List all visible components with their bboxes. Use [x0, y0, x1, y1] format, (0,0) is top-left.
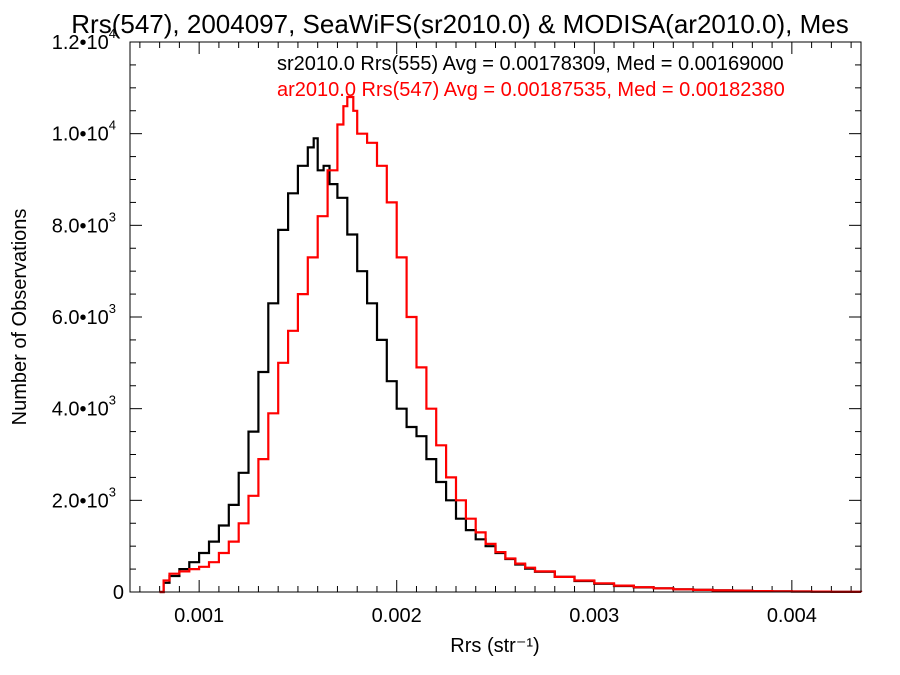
legend-entry-1: sr2010.0 Rrs(555) Avg = 0.00178309, Med …	[277, 53, 784, 75]
y-tick-mantissa: 4.0•10	[52, 399, 109, 421]
y-tick-exponent: 3	[109, 209, 116, 224]
x-tick-label: 0.004	[767, 605, 817, 627]
y-tick-mantissa: 1.2•10	[52, 32, 109, 54]
y-tick-labels: 02.0•1034.0•1036.0•1038.0•1031.0•1041.2•…	[52, 26, 124, 604]
y-tick-exponent: 4	[109, 26, 116, 41]
y-tick-exponent: 4	[109, 118, 116, 133]
y-axis-label: Number of Observations	[9, 209, 31, 426]
y-tick-label: 2.0•103	[52, 484, 116, 512]
y-tick-mantissa: 6.0•10	[52, 307, 109, 329]
y-tick-label: 0	[113, 582, 124, 604]
x-tick-label: 0.003	[569, 605, 619, 627]
x-tick-label: 0.002	[372, 605, 422, 627]
series-line-1	[159, 137, 863, 594]
y-tick-mantissa: 2.0•10	[52, 490, 109, 512]
y-tick-label: 1.0•104	[52, 118, 116, 146]
y-tick-label: 8.0•103	[52, 209, 116, 237]
y-tick-label: 6.0•103	[52, 301, 116, 329]
y-tick-exponent: 3	[109, 484, 116, 499]
x-axis-label: Rrs (str⁻¹)	[450, 635, 539, 657]
legend: sr2010.0 Rrs(555) Avg = 0.00178309, Med …	[277, 53, 785, 101]
axis-ticks-layer	[130, 41, 861, 593]
x-tick-labels: 0.001 0.002 0.003 0.004	[174, 605, 817, 627]
y-tick-label: 4.0•103	[52, 393, 116, 421]
x-tick-label: 0.001	[174, 605, 224, 627]
legend-entry-2: ar2010.0 Rrs(547) Avg = 0.00187535, Med …	[277, 79, 785, 101]
y-tick-exponent: 3	[109, 301, 116, 316]
y-tick-mantissa: 1.0•10	[52, 124, 109, 146]
y-tick-mantissa: 8.0•10	[52, 215, 109, 237]
y-tick-label: 1.2•104	[52, 26, 116, 54]
chart-title: Rrs(547), 2004097, SeaWiFS(sr2010.0) & M…	[71, 9, 848, 39]
x-axis-label-text: Rrs (str⁻¹)	[450, 635, 539, 657]
series-line-2	[159, 95, 863, 594]
series-layer	[159, 95, 863, 594]
plot-frame	[129, 41, 862, 593]
y-tick-exponent: 3	[109, 393, 116, 408]
